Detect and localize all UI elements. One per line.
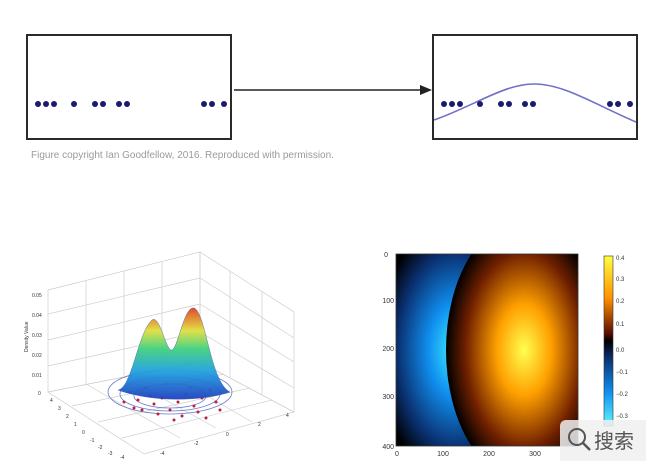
colorbar-tick: 0.2 [616,299,625,305]
density-estimate-panel [432,34,638,140]
heatmap-y-tick: 200 [382,346,394,353]
y-tick: 4 [50,398,53,404]
sample-point [43,101,50,107]
sample-point [208,101,215,107]
colorbar-tick: −0.2 [616,392,629,398]
figure-caption: Figure copyright Ian Goodfellow, 2016. R… [31,150,334,161]
colorbar-tick: 0.1 [616,322,625,328]
search-watermark[interactable] [560,420,646,461]
y-tick: 0 [82,430,85,436]
sample-point [91,101,98,107]
heatmap-plot: 0 100 200 300 400 0 100 200 300 0.4 0.3 … [382,252,629,458]
y-tick: 1 [74,422,77,428]
sample-point [626,101,633,107]
sample-point [606,101,613,107]
heatmap-y-tick: 100 [382,298,394,305]
colorbar-tick: −0.1 [616,370,629,376]
z-axis-label: Density Value [24,321,30,352]
y-tick: 3 [58,406,61,412]
heatmap-y-tick: 300 [382,394,394,401]
sample-point [51,101,58,107]
search-icon [568,428,591,451]
x-tick: 2 [258,422,261,428]
y-tick: -2 [98,445,103,451]
z-tick: 0.01 [32,373,42,379]
watermark-text: 搜索 [594,431,634,453]
sample-point [35,101,42,107]
sample-point [441,101,448,107]
sample-point [614,101,621,107]
sample-point [477,101,484,107]
sample-point [521,101,528,107]
heatmap-x-tick: 200 [483,451,495,458]
sample-point [505,101,512,107]
sample-point [99,101,106,107]
z-tick: 0 [38,391,41,397]
data-points-panel [26,34,232,140]
heatmap-y-tick: 400 [382,444,394,451]
sample-point [449,101,456,107]
sample-point [123,101,130,107]
z-tick: 0.02 [32,353,42,359]
y-tick: -1 [90,438,95,444]
transform-arrow [234,85,432,95]
heatmap-x-tick: 300 [529,451,541,458]
z-tick: 0.04 [32,313,42,319]
x-tick: -2 [194,441,199,447]
colorbar-tick: −0.3 [616,414,629,420]
y-tick: -4 [120,455,125,460]
colorbar-tick: 0.0 [616,348,625,354]
y-tick: 2 [66,414,69,420]
sample-point [457,101,464,107]
x-tick: -4 [160,451,165,457]
density-surface-plot: 0.05 0.04 0.03 0.02 0.01 0 Density Value… [24,251,295,460]
x-tick: 0 [226,432,229,438]
colorbar [603,255,614,427]
heatmap-x-tick: 0 [395,451,399,458]
sample-point [200,101,207,107]
colorbar-tick: 0.4 [616,256,625,262]
z-tick: 0.05 [32,293,42,299]
colorbar-tick: 0.3 [616,277,625,283]
sample-point [71,101,78,107]
density-curve [434,83,636,123]
z-tick: 0.03 [32,333,42,339]
sample-point [497,101,504,107]
sample-point [220,101,227,107]
y-tick: -3 [108,451,113,457]
sample-point [115,101,122,107]
sample-point [529,101,536,107]
x-tick: 4 [286,413,289,419]
heatmap-y-tick: 0 [384,252,388,259]
heatmap-x-tick: 100 [437,451,449,458]
